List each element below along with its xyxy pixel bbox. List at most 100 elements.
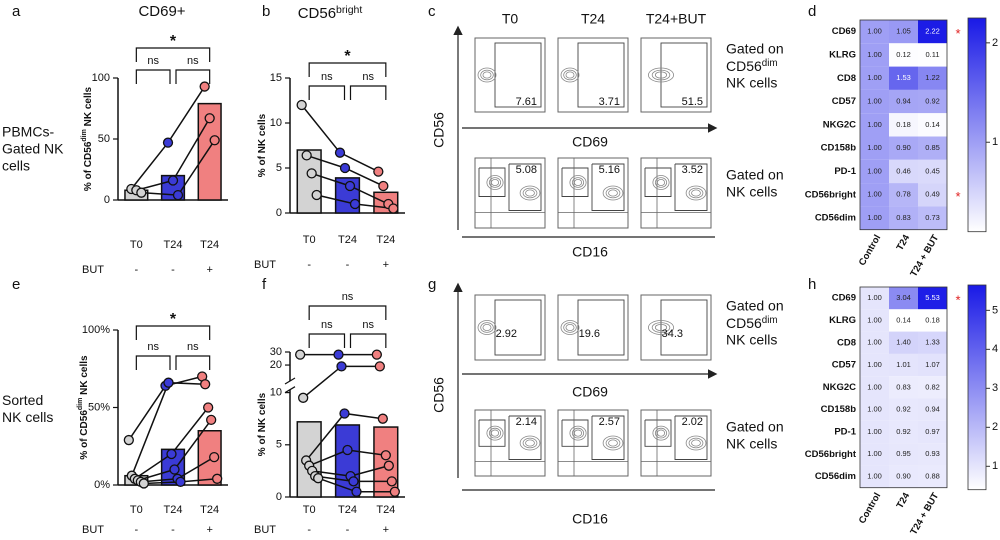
x-tick-label: T24 [164, 239, 183, 251]
column-label: T24 + BUT [908, 233, 941, 279]
significance-bracket [135, 355, 171, 370]
plot-frame [557, 409, 629, 477]
donor-point [138, 478, 149, 489]
x-axis-label: CD16 [572, 244, 608, 260]
x-tick-label: T24 [376, 504, 395, 516]
gate-value: 5.08 [516, 164, 537, 176]
significance-label: ns [362, 319, 374, 331]
colorbar-tick-label: 4 [992, 343, 998, 355]
significance-bracket [308, 62, 387, 77]
cell-label: 1.00 [867, 50, 882, 59]
y-axis-label: CD56 [431, 112, 447, 148]
gate-value: 51.5 [682, 96, 703, 108]
contour [569, 175, 587, 190]
heatmap-cell [918, 136, 947, 160]
treatment-label: BUT [254, 259, 276, 271]
panel-label: g [428, 276, 436, 293]
donor-point [313, 473, 324, 484]
donor-point [296, 99, 307, 111]
cell-label: 1.00 [867, 190, 882, 199]
cell-label: 1.00 [867, 315, 882, 324]
plot-frame [640, 409, 712, 477]
gate-value: 2.92 [496, 328, 517, 340]
cell-label: 1.00 [867, 382, 882, 391]
heatmap-cell [860, 287, 889, 310]
gate [577, 299, 625, 356]
y-tick-label: 10 [270, 387, 282, 399]
contour [573, 429, 583, 437]
contour [685, 185, 707, 201]
cell-label: 1.07 [925, 360, 940, 369]
treatment-value: - [307, 524, 311, 536]
y-axis-label: % of NK cells [257, 392, 268, 456]
cell-label: 0.88 [925, 472, 940, 481]
contour [482, 323, 492, 332]
contour [571, 427, 585, 439]
contour [522, 437, 538, 449]
cell-label: 3.04 [896, 293, 911, 302]
row-label: KLRG [829, 315, 856, 326]
significance-label: ns [187, 341, 199, 353]
column-label: T24 [895, 490, 913, 510]
heatmap-cell [918, 20, 947, 44]
cell-label: 1.00 [867, 360, 882, 369]
heatmap-cell [918, 206, 947, 230]
contour [565, 71, 575, 79]
contour [654, 427, 668, 439]
donor-point [378, 180, 389, 192]
heatmap-cell [860, 353, 889, 377]
donor-point [386, 476, 397, 487]
heatmap-cell [918, 159, 947, 184]
donor-point [199, 81, 210, 92]
heatmap-cell [860, 159, 889, 184]
donor-point [163, 377, 174, 388]
donor-point [209, 451, 220, 463]
treatment-value: + [206, 524, 212, 536]
cell-label: 1.00 [867, 166, 882, 175]
gate [561, 167, 589, 197]
treatment-label: BUT [82, 524, 104, 536]
colorbar [967, 284, 987, 491]
cell-label: 1.00 [867, 293, 882, 302]
contour [656, 178, 666, 187]
contour [519, 185, 541, 201]
cell-label: 0.92 [896, 427, 911, 436]
gate [508, 163, 542, 211]
significance-bracket [308, 305, 387, 320]
treatment-value: + [383, 259, 389, 271]
plot-frame [557, 294, 629, 361]
x-tick-label: T24 [376, 234, 395, 246]
panel-label: c [428, 3, 436, 20]
gate-value: 34.3 [662, 328, 683, 340]
cell-label: 1.00 [867, 97, 882, 106]
contour [563, 322, 577, 333]
y-tick-label: 0 [276, 207, 282, 219]
cell-label: 5.53 [925, 293, 940, 302]
heatmap-cell [889, 113, 918, 137]
heatmap-cell [860, 398, 889, 421]
donor-point [298, 392, 309, 403]
x-tick-label: T24 [338, 504, 357, 516]
contour [605, 187, 621, 199]
treatment-value: - [171, 524, 175, 536]
contour [486, 175, 504, 190]
row-label: PBMCs- [2, 124, 54, 140]
gate-value: 3.52 [682, 164, 703, 176]
cell-label: 1.00 [867, 427, 882, 436]
donor-point [351, 486, 362, 497]
heatmap-cell [918, 465, 947, 488]
donor-point [383, 460, 394, 471]
colorbar [967, 17, 987, 233]
x-tick-label: T0 [303, 504, 316, 516]
donor-point [200, 379, 211, 390]
gate-value: 2.02 [682, 416, 703, 428]
cell-label: 0.49 [925, 190, 940, 199]
donor-point [306, 168, 317, 179]
heatmap-cell [918, 287, 947, 310]
donor-point [333, 349, 344, 360]
gate-label: NK cells [726, 75, 777, 91]
heatmap-cell [860, 465, 889, 488]
heatmap-cell [918, 420, 947, 444]
heatmap-cell [889, 465, 918, 488]
row-label: PD-1 [834, 166, 856, 177]
